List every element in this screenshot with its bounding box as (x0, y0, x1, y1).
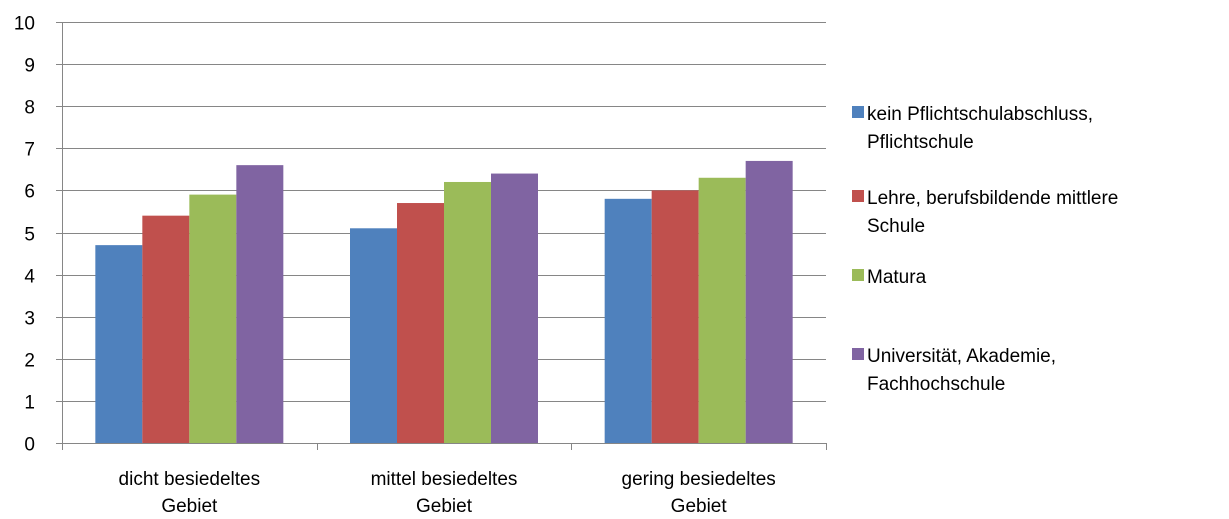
legend-label: Pflichtschule (867, 132, 974, 153)
legend-item: Lehre, berufsbildende mittlere Schule (852, 188, 1118, 237)
bar (236, 165, 284, 443)
x-category-label: Gebiet (671, 496, 728, 517)
bar (491, 173, 538, 443)
y-tick-label: 5 (24, 225, 35, 246)
y-tick-label: 8 (24, 98, 35, 119)
legend-label: Matura (867, 267, 927, 288)
bar (745, 160, 793, 443)
legend-label: Schule (867, 216, 925, 237)
bar (95, 245, 143, 443)
y-tick-label: 7 (24, 140, 35, 161)
legend-item: Universität, Akademie, Fachhochschule (852, 346, 1056, 395)
y-tick-label: 9 (24, 56, 35, 77)
legend-item: kein Pflichtschulabschluss, Pflichtschule (852, 104, 1093, 153)
x-category-label: gering besiedeltes (622, 469, 776, 490)
bar (651, 190, 699, 443)
x-category-label: Gebiet (416, 496, 473, 517)
x-category-label: mittel besiedeltes (371, 469, 518, 490)
legend-swatch (852, 348, 864, 360)
y-tick-label: 0 (24, 435, 35, 456)
bar (397, 203, 444, 443)
bar (142, 215, 190, 443)
legend-item: Matura (852, 267, 927, 288)
bar (604, 198, 652, 443)
y-tick-label: 6 (24, 182, 35, 203)
legend: kein Pflichtschulabschluss, Pflichtschule… (852, 104, 1118, 395)
x-category-labels: dicht besiedeltes Gebiet mittel besiedelte… (119, 469, 776, 517)
legend-swatch (852, 106, 864, 118)
x-category-label: dicht besiedeltes (119, 469, 261, 490)
bar (698, 177, 746, 443)
legend-label: kein Pflichtschulabschluss, (867, 104, 1093, 125)
legend-label: Universität, Akademie, (867, 346, 1056, 367)
y-tick-label: 3 (24, 309, 35, 330)
y-tick-label: 4 (24, 267, 35, 288)
y-tick-label: 10 (14, 14, 35, 35)
legend-swatch (852, 269, 864, 281)
x-category-label: Gebiet (161, 496, 218, 517)
axes (56, 22, 827, 450)
bars (95, 160, 793, 444)
legend-label: Lehre, berufsbildende mittlere (867, 188, 1118, 209)
legend-label: Fachhochschule (867, 374, 1005, 395)
legend-swatch (852, 190, 864, 202)
y-tick-label: 2 (24, 351, 35, 372)
bar (444, 181, 491, 444)
bar (350, 228, 397, 443)
bar (189, 194, 237, 443)
y-tick-label: 1 (24, 393, 35, 414)
y-tick-labels: 0 1 2 3 4 5 6 7 8 9 10 (14, 14, 36, 456)
